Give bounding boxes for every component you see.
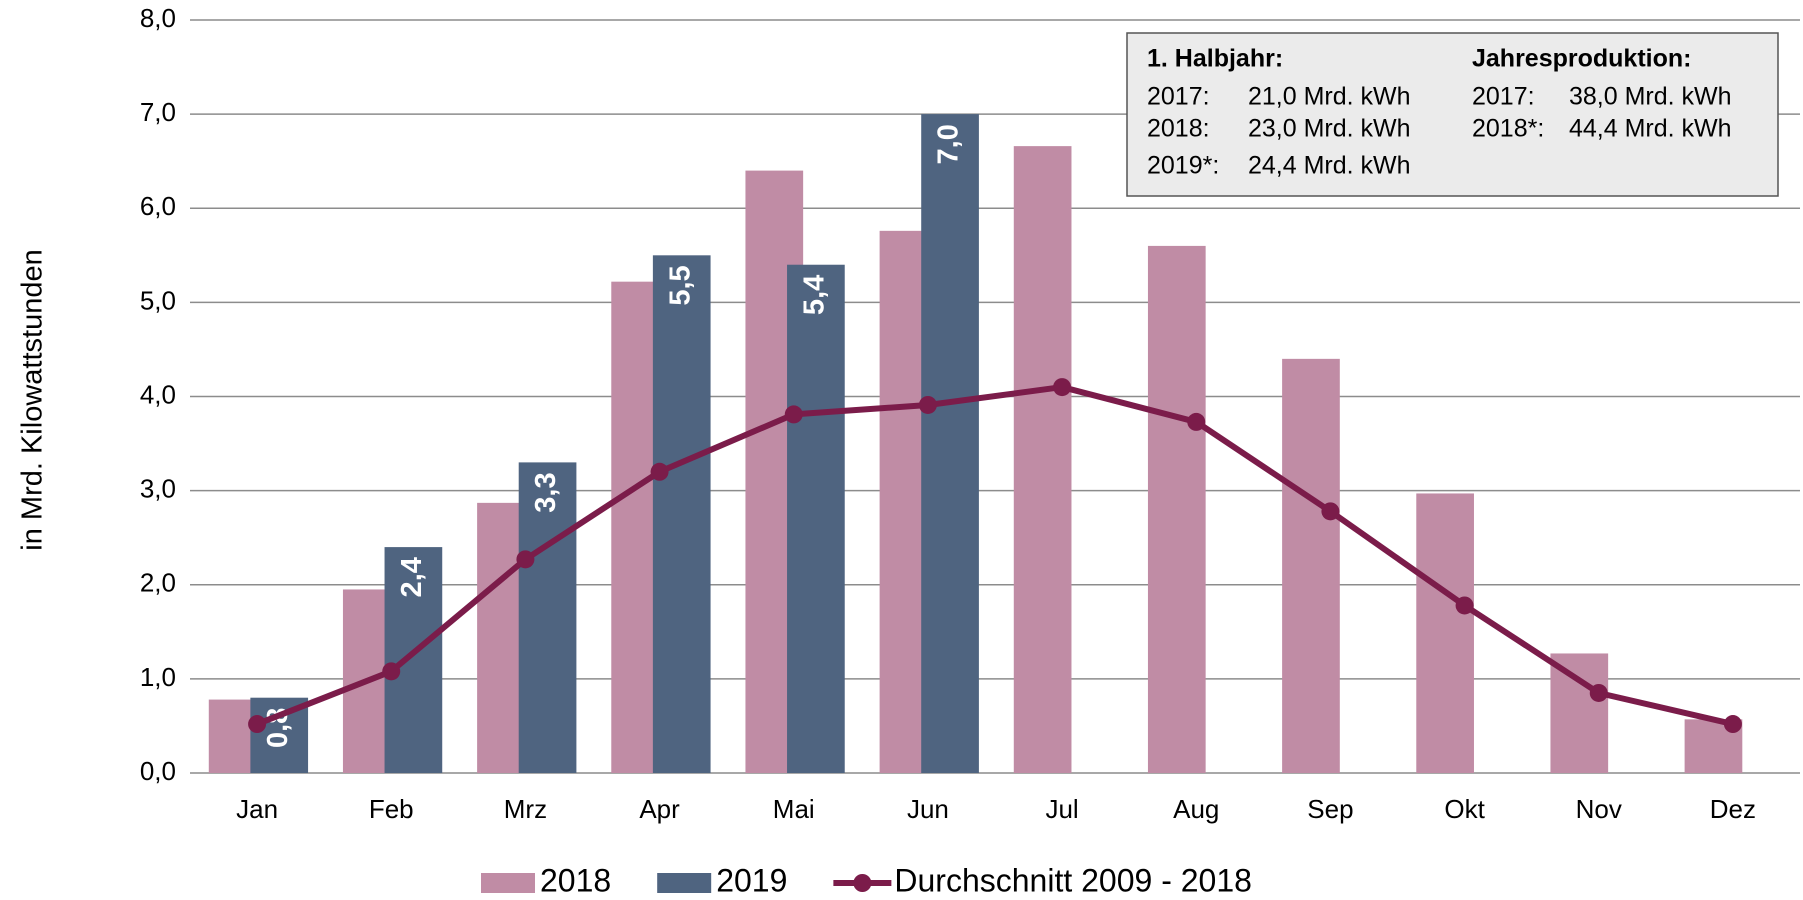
bar bbox=[518, 462, 577, 773]
data-label: 3,3 bbox=[530, 472, 562, 512]
bar bbox=[1550, 653, 1609, 773]
x-tick-label: Okt bbox=[1444, 794, 1485, 824]
info-heading: 1. Halbjahr: bbox=[1147, 45, 1283, 73]
y-tick-label: 6,0 bbox=[140, 191, 176, 221]
y-tick-label: 1,0 bbox=[140, 662, 176, 692]
legend-label: 2018 bbox=[540, 862, 611, 898]
x-tick-label: Jan bbox=[236, 794, 278, 824]
info-text: 24,4 Mrd. kWh bbox=[1248, 152, 1411, 180]
y-tick-label: 8,0 bbox=[140, 3, 176, 33]
legend-swatch bbox=[657, 873, 712, 893]
line-marker bbox=[1589, 683, 1608, 702]
data-label: 7,0 bbox=[933, 124, 965, 164]
data-label: 5,5 bbox=[664, 265, 696, 305]
legend-label: Durchschnitt 2009 - 2018 bbox=[894, 862, 1252, 898]
line-marker bbox=[1455, 596, 1474, 615]
bar bbox=[384, 547, 443, 773]
bar bbox=[787, 264, 845, 773]
x-tick-label: Mrz bbox=[504, 794, 547, 824]
info-text: 2018: bbox=[1147, 115, 1210, 143]
bar bbox=[921, 114, 979, 773]
legend-marker bbox=[853, 874, 872, 892]
info-box-frame bbox=[1126, 32, 1779, 197]
x-tick-label: Dez bbox=[1710, 794, 1756, 824]
y-tick-label: 2,0 bbox=[140, 568, 176, 598]
bar bbox=[1416, 493, 1474, 773]
y-tick-label: 3,0 bbox=[140, 474, 176, 504]
legend-swatch bbox=[481, 873, 535, 893]
info-heading: Jahresproduktion: bbox=[1472, 45, 1691, 73]
x-tick-label: Sep bbox=[1307, 794, 1353, 824]
info-text: 44,4 Mrd. kWh bbox=[1569, 115, 1732, 143]
line-marker bbox=[516, 550, 535, 569]
y-tick-label: 0,0 bbox=[140, 756, 176, 786]
y-tick-label: 7,0 bbox=[140, 97, 176, 127]
line-marker bbox=[1053, 378, 1072, 397]
bar bbox=[652, 255, 711, 773]
info-text: 21,0 Mrd. kWh bbox=[1248, 83, 1411, 111]
line-marker bbox=[918, 395, 937, 414]
line-marker bbox=[248, 715, 267, 734]
info-text: 2018*: bbox=[1472, 115, 1544, 143]
line-marker bbox=[1187, 412, 1206, 431]
y-tick-label: 4,0 bbox=[140, 379, 176, 409]
line bbox=[255, 384, 1734, 727]
y-axis-label: in Mrd. Kilowattstunden bbox=[17, 249, 49, 550]
x-tick-label: Mai bbox=[773, 794, 815, 824]
x-tick-label: Jun bbox=[907, 794, 949, 824]
y-tick-label: 5,0 bbox=[140, 285, 176, 315]
info-text: 2017: bbox=[1472, 83, 1535, 111]
x-tick-label: Aug bbox=[1173, 794, 1219, 824]
x-tick-label: Nov bbox=[1576, 794, 1622, 824]
info-text: 23,0 Mrd. kWh bbox=[1248, 115, 1411, 143]
line-marker bbox=[1321, 502, 1340, 521]
data-label: 2,4 bbox=[396, 557, 428, 597]
info-text: 38,0 Mrd. kWh bbox=[1569, 83, 1732, 111]
x-tick-label: Jul bbox=[1045, 794, 1078, 824]
data-label: 5,4 bbox=[799, 275, 831, 315]
line-marker bbox=[382, 662, 401, 681]
line-marker bbox=[1723, 715, 1742, 734]
bar bbox=[1147, 245, 1206, 773]
x-tick-label: Feb bbox=[369, 794, 414, 824]
x-tick-label: Apr bbox=[639, 794, 680, 824]
info-box: 1. Halbjahr: 2017: 21,0 Mrd. kWh 2018: 23,0 … bbox=[1126, 32, 1779, 197]
line-marker bbox=[784, 405, 803, 424]
line-marker bbox=[650, 462, 669, 481]
bar bbox=[1282, 358, 1340, 773]
bar bbox=[1013, 146, 1072, 773]
info-text: 2019*: bbox=[1147, 152, 1219, 180]
info-text: 2017: bbox=[1147, 83, 1210, 111]
legend-label: 2019 bbox=[716, 862, 787, 898]
